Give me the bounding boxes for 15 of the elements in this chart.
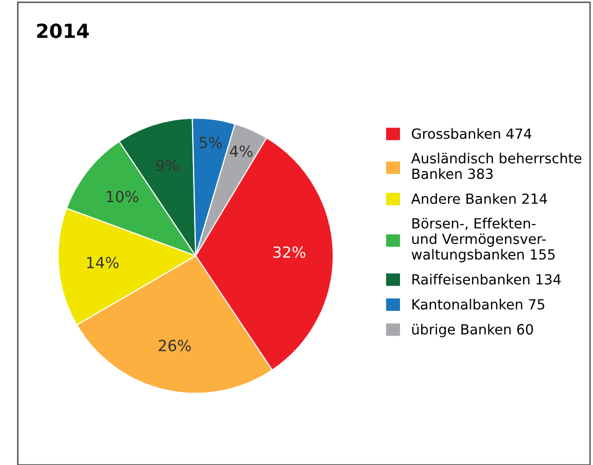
legend-label: Börsen-, Effekten- und Vermögensver- waltungsbanken 155: [412, 218, 555, 262]
chart-title: 2014: [37, 23, 89, 38]
data-label: 26%: [158, 340, 191, 352]
data-label: 5%: [200, 136, 222, 148]
data-label: 14%: [87, 256, 119, 268]
legend-label: Raiffeisenbanken 134: [412, 274, 561, 285]
legend-label: Ausländisch beherrschte Banken 383: [411, 152, 582, 180]
legend-label: Grossbanken 474: [412, 128, 532, 139]
data-label: 9%: [156, 159, 179, 172]
legend-label: Andere Banken 214: [411, 193, 547, 204]
legend-label: übrige Banken 60: [412, 324, 533, 338]
data-label: 32%: [273, 246, 306, 258]
data-label: 4%: [230, 145, 252, 157]
data-label: 10%: [106, 190, 138, 202]
legend-label: Kantonalbanken 75: [412, 298, 544, 310]
